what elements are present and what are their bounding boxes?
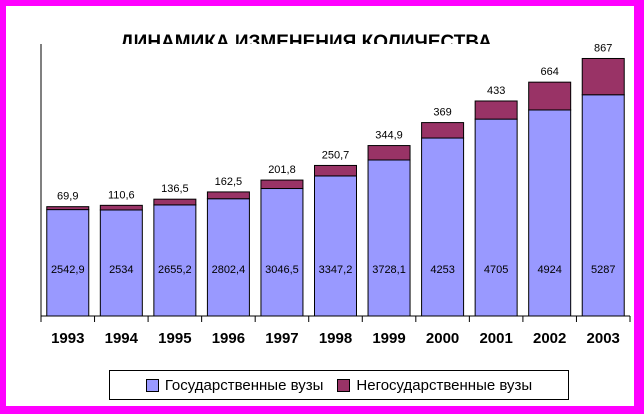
bar-private-2003 — [581, 57, 625, 96]
value-label-state-2001: 4705 — [484, 264, 508, 276]
value-label-private-1996: 162,5 — [215, 176, 243, 188]
value-label-state-2003: 5287 — [591, 264, 615, 276]
value-label-state-1999: 3728,1 — [372, 264, 406, 276]
bar-state-2000 — [421, 137, 465, 317]
value-label-private-1999: 344,9 — [375, 130, 403, 142]
legend: Государственные вузы Негосударственные в… — [109, 370, 569, 400]
value-label-private-2003: 867 — [594, 42, 612, 54]
bar-private-1995 — [153, 198, 197, 206]
bar-state-1996 — [206, 198, 250, 317]
x-tick-label-1996: 1996 — [212, 330, 245, 347]
bar-state-1997 — [260, 188, 304, 317]
value-label-private-1995: 136,5 — [161, 183, 189, 195]
bar-private-1998 — [314, 164, 357, 177]
value-label-private-1997: 201,8 — [268, 164, 296, 176]
bar-state-1994 — [99, 209, 143, 317]
bar-state-1998 — [314, 175, 357, 317]
bar-private-1999 — [367, 145, 411, 161]
bar-private-1996 — [206, 191, 250, 200]
legend-item-state: Государственные вузы — [145, 376, 324, 394]
legend-label-private: Негосударственные вузы — [356, 376, 533, 394]
value-label-private-2000: 369 — [433, 107, 451, 119]
bar-state-1995 — [153, 204, 197, 317]
value-label-state-1996: 2802,4 — [212, 264, 246, 276]
value-label-state-1993: 2542,9 — [51, 264, 85, 276]
x-tick-label-1995: 1995 — [158, 330, 191, 347]
bar-state-2003 — [581, 94, 625, 317]
bar-private-2002 — [528, 81, 572, 111]
bar-private-2001 — [474, 100, 518, 120]
chart-frame: ДИНАМИКА ИЗМЕНЕНИЯ КОЛИЧЕСТВАСТУДЕНТОВ В… — [6, 6, 634, 406]
value-label-state-1994: 2534 — [109, 264, 133, 276]
value-labels-group: 2542,9 69,9 2534 110,6 2655,2 136,5 2802,4 162,… — [51, 42, 616, 276]
bar-state-1999 — [367, 159, 411, 317]
legend-swatch-private — [337, 378, 351, 392]
x-tick-label-2000: 2000 — [426, 330, 459, 347]
bar-private-2000 — [421, 122, 465, 139]
value-label-private-1998: 250,7 — [322, 149, 350, 161]
legend-swatch-state — [145, 378, 159, 392]
bar-private-1997 — [260, 179, 304, 190]
value-label-state-2002: 4924 — [537, 264, 561, 276]
value-label-private-1994: 110,6 — [108, 189, 135, 201]
bar-state-2002 — [528, 109, 572, 317]
bar-state-1993 — [46, 209, 90, 317]
value-label-state-1997: 3046,5 — [265, 264, 299, 276]
value-label-state-2000: 4253 — [430, 264, 454, 276]
legend-label-state: Государственные вузы — [164, 376, 324, 394]
x-tick-label-1999: 1999 — [372, 330, 405, 347]
bar-private-1993 — [46, 206, 90, 211]
value-label-state-1998: 3347,2 — [319, 264, 353, 276]
x-tick-label-1998: 1998 — [319, 330, 352, 347]
chart-svg: ДИНАМИКА ИЗМЕНЕНИЯ КОЛИЧЕСТВАСТУДЕНТОВ В… — [40, 32, 631, 347]
value-label-state-1995: 2655,2 — [158, 264, 192, 276]
x-tick-label-1994: 1994 — [105, 330, 139, 347]
x-tick-label-2002: 2002 — [533, 330, 566, 347]
x-tick-label-1997: 1997 — [265, 330, 298, 347]
value-label-private-2001: 433 — [487, 85, 505, 97]
x-ticks-group: 1993 1994 1995 1996 1997 1998 1999 2000 2001 2002… — [40, 316, 631, 347]
bar-private-1994 — [99, 204, 143, 211]
bars-group — [46, 57, 625, 317]
bar-state-2001 — [474, 118, 518, 317]
value-label-private-2002: 664 — [541, 66, 559, 78]
x-tick-label-1993: 1993 — [51, 330, 84, 347]
value-label-private-1993: 69,9 — [57, 191, 78, 203]
x-tick-label-2003: 2003 — [587, 330, 620, 347]
legend-item-private: Негосударственные вузы — [337, 377, 532, 394]
x-tick-label-2001: 2001 — [479, 330, 512, 347]
